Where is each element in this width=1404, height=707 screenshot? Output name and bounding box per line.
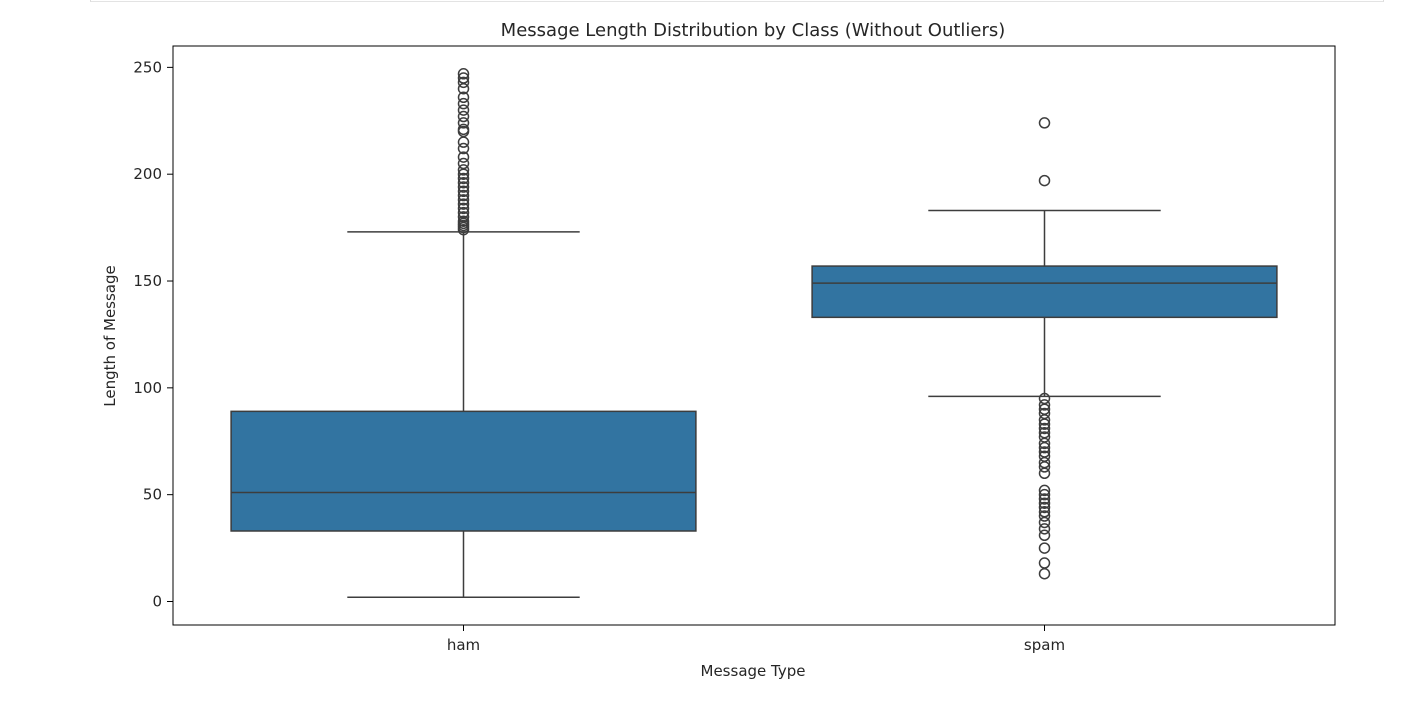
outlier-point bbox=[1038, 529, 1051, 542]
outlier-point bbox=[1038, 497, 1051, 509]
outlier-point bbox=[457, 123, 470, 136]
y-tick-label: 200 bbox=[133, 165, 162, 183]
x-tick-label-ham: ham bbox=[447, 636, 480, 654]
outlier-point bbox=[1038, 117, 1051, 129]
outlier-point bbox=[1038, 501, 1051, 514]
outlier-point bbox=[457, 198, 470, 210]
outlier-point bbox=[1038, 441, 1051, 454]
outlier-point bbox=[457, 164, 470, 176]
outlier-point bbox=[457, 215, 470, 227]
outlier-point bbox=[457, 181, 470, 193]
x-axis: ham spam bbox=[447, 625, 1065, 654]
y-tick-label: 50 bbox=[143, 486, 162, 504]
iqr-box bbox=[230, 410, 697, 532]
outlier-point bbox=[457, 151, 470, 163]
y-tick-label: 150 bbox=[133, 272, 162, 290]
box-group-ham bbox=[230, 68, 697, 598]
outlier-point bbox=[1038, 557, 1051, 569]
outlier-point bbox=[457, 117, 470, 129]
outlier-point bbox=[457, 68, 470, 80]
outlier-point bbox=[1038, 461, 1051, 473]
outlier-point bbox=[1038, 414, 1051, 426]
x-axis-label: Message Type bbox=[701, 662, 806, 680]
outlier-point bbox=[1038, 567, 1051, 580]
y-tick-label: 0 bbox=[152, 592, 162, 610]
outlier-point bbox=[457, 202, 470, 215]
outlier-point bbox=[457, 91, 470, 104]
outlier-point bbox=[457, 172, 470, 185]
outlier-point bbox=[457, 142, 470, 155]
chart-title: Message Length Distribution by Class (Wi… bbox=[501, 20, 1006, 41]
outlier-point bbox=[1038, 542, 1051, 554]
outlier-point bbox=[457, 206, 470, 219]
outlier-point bbox=[1038, 422, 1051, 435]
y-axis-label: Length of Message bbox=[101, 265, 119, 406]
outlier-point bbox=[457, 97, 470, 110]
outlier-point bbox=[457, 104, 470, 116]
axes-frame bbox=[172, 45, 1336, 626]
outlier-point bbox=[1038, 467, 1051, 480]
outlier-point bbox=[1038, 510, 1051, 522]
outlier-point bbox=[457, 194, 470, 206]
outlier-point bbox=[457, 185, 470, 198]
plot-area bbox=[230, 68, 1278, 598]
outlier-point bbox=[457, 157, 470, 170]
outlier-point bbox=[457, 189, 470, 202]
y-axis: 0 50 100 150 200 250 bbox=[133, 58, 173, 610]
outlier-point bbox=[1038, 399, 1051, 411]
outlier-point bbox=[1038, 488, 1051, 501]
outlier-point bbox=[457, 76, 470, 89]
outlier-point bbox=[457, 136, 470, 148]
outlier-point bbox=[1038, 516, 1051, 529]
x-tick-label-spam: spam bbox=[1024, 636, 1065, 654]
outlier-point bbox=[1038, 523, 1051, 535]
notebook-cell-edge bbox=[90, 0, 1384, 2]
outlier-point bbox=[457, 110, 470, 123]
outlier-point bbox=[1038, 418, 1051, 430]
outlier-point bbox=[1038, 493, 1051, 505]
y-tick-label: 100 bbox=[133, 379, 162, 397]
box-group-spam bbox=[811, 117, 1278, 580]
outlier-point bbox=[457, 211, 470, 223]
outlier-point bbox=[1038, 437, 1051, 450]
outlier-point bbox=[457, 72, 470, 84]
outlier-point bbox=[457, 176, 470, 189]
iqr-box bbox=[811, 265, 1278, 319]
outlier-point bbox=[1038, 174, 1051, 187]
outlier-point bbox=[1038, 484, 1051, 497]
y-tick-label: 250 bbox=[133, 58, 162, 76]
